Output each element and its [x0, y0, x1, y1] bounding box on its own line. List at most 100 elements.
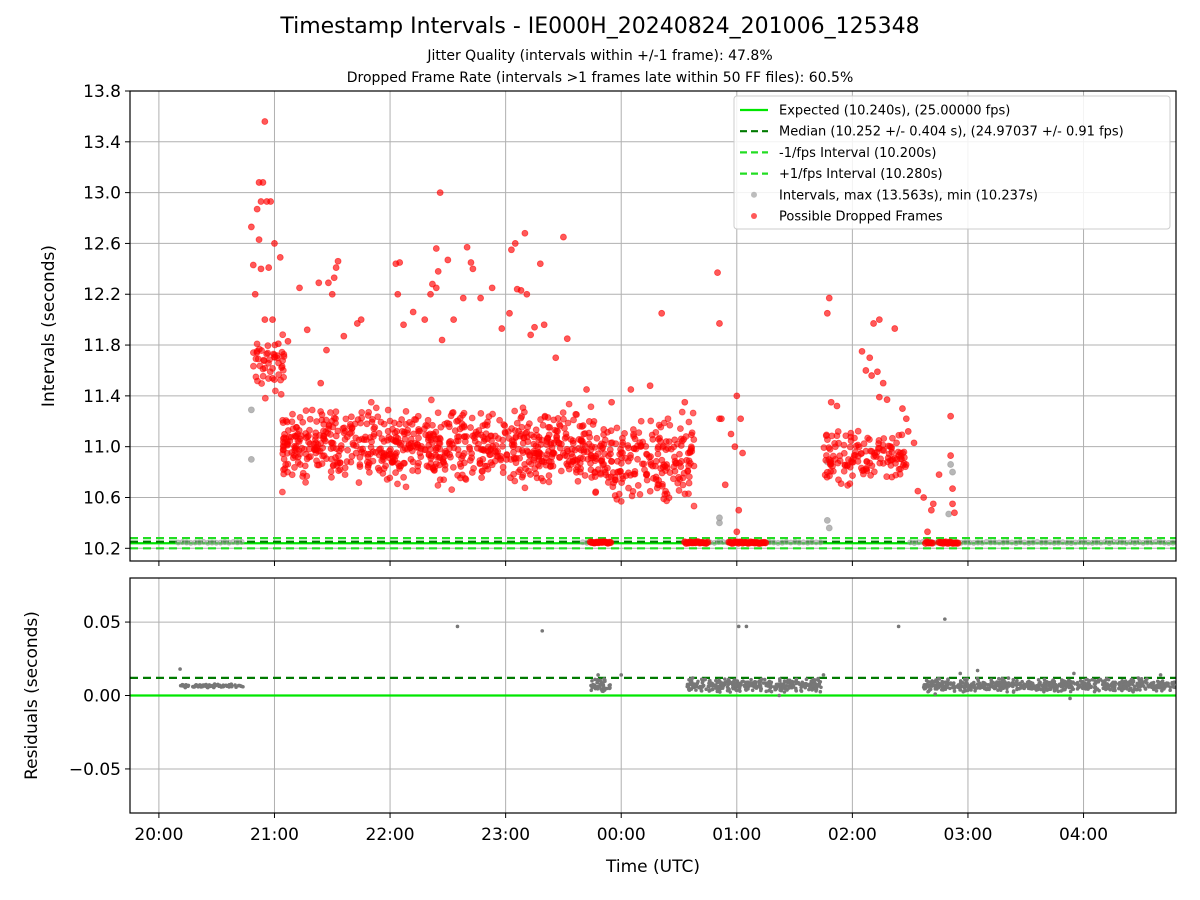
dropped-frame-point [684, 467, 692, 475]
dropped-frame-point [598, 457, 605, 465]
dropped-frame-point [434, 481, 442, 489]
dropped-frame-point [392, 433, 400, 441]
dropped-frame-point [261, 316, 269, 324]
dropped-frame-point [336, 459, 344, 467]
dropped-frame-point [587, 403, 595, 411]
dropped-frame-point [899, 405, 906, 412]
dropped-frame-point [658, 469, 666, 477]
dropped-frame-point [721, 481, 729, 489]
dropped-frame-point [427, 290, 434, 298]
interval-point [247, 455, 255, 463]
dropped-frame-point [255, 345, 263, 353]
residual-point [958, 671, 963, 676]
dropped-frame-point [365, 408, 373, 416]
dropped-frame-point [600, 431, 608, 439]
dropped-frame-point [271, 353, 278, 361]
dropped-frame-point [862, 367, 870, 374]
dropped-frame-point [880, 447, 888, 454]
residual-point [455, 624, 460, 629]
dropped-frame-point [870, 320, 877, 327]
dropped-frame-point [274, 340, 282, 348]
dropped-frame-point [377, 418, 385, 426]
residual-point [810, 688, 814, 692]
dropped-frame-point [394, 290, 402, 298]
residual-point [1113, 688, 1117, 693]
dropped-frame-point [512, 459, 520, 467]
residual-point [976, 678, 980, 683]
dropped-frame-point [508, 437, 516, 445]
dropped-frame-point [516, 454, 524, 462]
dropped-frame-point [643, 450, 650, 458]
dropped-frame-point [527, 331, 535, 339]
dropped-frame-point [557, 467, 565, 475]
dropped-frame-point [302, 479, 309, 486]
residual-point [591, 682, 595, 687]
dropped-frame-point [441, 449, 449, 457]
dropped-frame-point [826, 472, 833, 480]
dropped-frame-point [739, 449, 746, 457]
dropped-frame-point [470, 464, 478, 472]
dropped-frame-point [253, 205, 261, 213]
residual-point [233, 683, 237, 687]
residual-point [761, 681, 766, 685]
dropped-frame-point [327, 468, 335, 475]
dropped-frame-point [676, 450, 683, 458]
dropped-frame-point [325, 425, 332, 433]
dropped-frame-point [330, 274, 338, 282]
residual-point [717, 678, 721, 683]
dropped-frame-point [415, 434, 422, 442]
dropped-frame-point [727, 430, 735, 438]
legend-swatch [751, 213, 757, 219]
residual-point [1061, 687, 1066, 692]
dropped-frame-point [835, 476, 842, 484]
dropped-frame-point [445, 423, 453, 431]
residual-point [999, 683, 1003, 688]
y-axis-label: Residuals (seconds) [22, 611, 42, 780]
dropped-frame-point [497, 455, 504, 463]
residual-point [1127, 688, 1132, 692]
dropped-frame-point [362, 436, 370, 444]
dropped-frame-point [628, 492, 636, 500]
residual-point [734, 683, 738, 688]
jitter-quality-subtitle: Jitter Quality (intervals within +/-1 fr… [427, 48, 773, 64]
dropped-frame-point [563, 335, 571, 343]
dropped-frame-point [574, 477, 582, 485]
residual-point [1143, 687, 1148, 691]
dropped-frame-point [468, 414, 476, 422]
residual-point [948, 681, 953, 685]
dropped-frame-point [899, 449, 907, 457]
residual-point [802, 682, 807, 687]
dropped-frame-point [508, 246, 515, 254]
residual-point [723, 677, 727, 681]
residual-point [199, 684, 204, 688]
dropped-frame-point [417, 453, 425, 461]
residual-point [1056, 689, 1061, 694]
residual-point [707, 685, 711, 689]
dropped-frame-point [866, 354, 874, 362]
residual-point [1093, 685, 1098, 690]
residual-point [961, 689, 966, 694]
residual-point [946, 678, 950, 682]
residual-point [814, 686, 818, 691]
dropped-frame-point [646, 487, 654, 495]
legend-label: Median (10.252 +/- 0.404 s), (24.97037 +… [779, 125, 1124, 140]
residual-point [922, 682, 927, 687]
dropped-frame-point [625, 484, 632, 492]
interval-point [945, 510, 953, 518]
residual-point [794, 681, 798, 686]
dropped-frame-point [761, 539, 770, 547]
dropped-frame-point [250, 349, 257, 357]
residual-point [1068, 684, 1073, 689]
residual-point [1014, 680, 1019, 684]
dropped-frame-point [660, 461, 668, 469]
residual-point [811, 684, 815, 688]
dropped-frame-point [335, 467, 343, 475]
residual-point [1162, 687, 1166, 691]
dropped-frame-point [534, 443, 542, 451]
dropped-frame-point [342, 415, 350, 423]
dropped-frame-point [875, 437, 883, 444]
dropped-frame-point [430, 432, 438, 439]
interval-point [823, 516, 831, 524]
dropped-frame-point [438, 336, 446, 344]
dropped-frame-point [666, 421, 674, 429]
